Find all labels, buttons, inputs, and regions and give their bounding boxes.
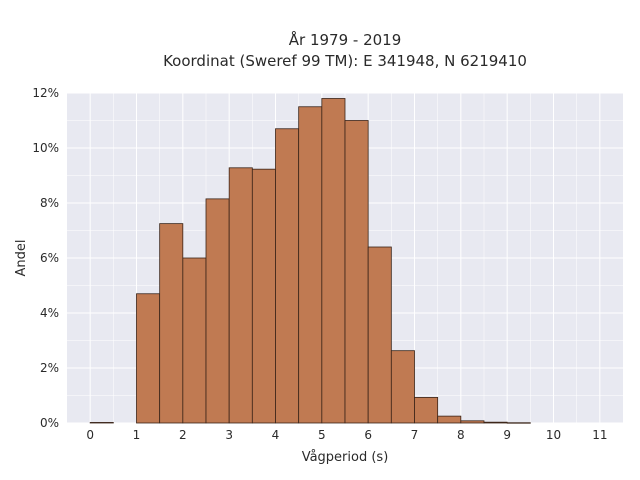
y-tick-label: 8% [40, 196, 59, 210]
x-tick-label: 3 [225, 428, 233, 442]
y-axis-ticks: 0% 2% 4% 6% 8% 10% 12% [32, 86, 59, 430]
histogram-bar [205, 198, 230, 424]
histogram-bar [321, 98, 346, 424]
histogram-bar [390, 350, 415, 424]
histogram-bar [414, 397, 439, 424]
histogram-bar [298, 106, 323, 424]
histogram-bar [89, 422, 114, 424]
histogram-bar [506, 422, 531, 424]
x-tick-label: 6 [364, 428, 372, 442]
histogram-bar [136, 293, 161, 424]
x-tick-label: 9 [503, 428, 511, 442]
x-axis-ticks: 0 1 2 3 4 5 6 7 8 9 10 11 [86, 428, 607, 442]
y-tick-label: 12% [32, 86, 59, 100]
histogram-bars [89, 98, 531, 424]
y-tick-label: 4% [40, 306, 59, 320]
histogram-bar [275, 128, 300, 424]
chart-title-line-1: År 1979 - 2019 [289, 30, 402, 49]
x-tick-label: 4 [272, 428, 280, 442]
y-tick-label: 2% [40, 361, 59, 375]
histogram-bar [460, 420, 485, 424]
histogram-bar [251, 168, 276, 424]
x-tick-label: 1 [133, 428, 141, 442]
x-tick-label: 11 [592, 428, 607, 442]
x-tick-label: 5 [318, 428, 326, 442]
chart-title-line-2: Koordinat (Sweref 99 TM): E 341948, N 62… [163, 52, 527, 70]
histogram-bar [344, 120, 369, 424]
x-tick-label: 10 [546, 428, 561, 442]
y-tick-label: 0% [40, 416, 59, 430]
y-axis-label: Andel [14, 240, 29, 277]
histogram-bar [367, 246, 392, 424]
x-tick-label: 2 [179, 428, 187, 442]
histogram-bar [437, 415, 462, 424]
histogram-bar [182, 257, 207, 424]
histogram-bar [483, 421, 508, 424]
x-tick-label: 7 [411, 428, 419, 442]
x-axis-label: Vågperiod (s) [302, 450, 389, 465]
y-tick-label: 10% [32, 141, 59, 155]
histogram-bar [228, 167, 253, 424]
histogram-bar [159, 223, 184, 424]
y-tick-label: 6% [40, 251, 59, 265]
x-tick-label: 0 [86, 428, 94, 442]
x-tick-label: 8 [457, 428, 465, 442]
